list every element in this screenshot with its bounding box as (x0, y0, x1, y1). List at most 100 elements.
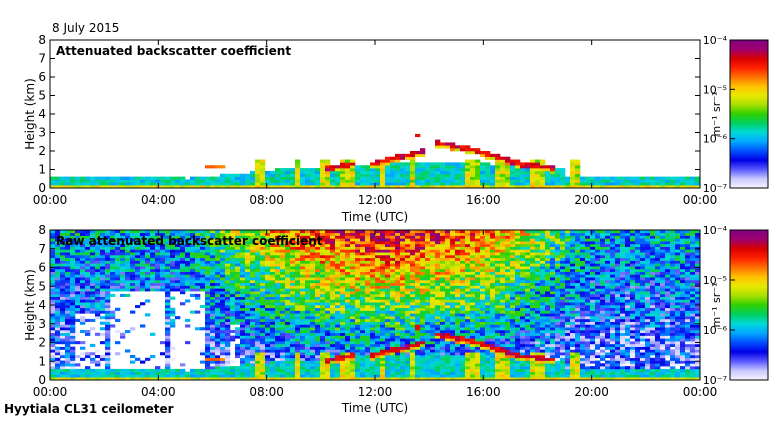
heatmap-cell (205, 308, 210, 311)
heatmap-cell (100, 358, 105, 361)
heatmap-cell (455, 319, 460, 322)
heatmap-cell (405, 294, 410, 297)
heatmap-cell (190, 255, 195, 258)
heatmap-cell (410, 291, 415, 294)
heatmap-cell (235, 333, 240, 336)
heatmap-cell (385, 324, 390, 327)
heatmap-cell (410, 252, 415, 255)
heatmap-cell (355, 261, 360, 264)
heatmap-cell (465, 288, 470, 291)
heatmap-cell (320, 341, 325, 344)
heatmap-cell (170, 372, 175, 375)
heatmap-cell (150, 258, 155, 261)
heatmap-cell (250, 336, 255, 339)
heatmap-cell (415, 174, 420, 177)
heatmap-cell (380, 258, 385, 261)
heatmap-cell (320, 363, 325, 366)
heatmap-cell (260, 297, 265, 300)
heatmap-cell (225, 361, 230, 364)
heatmap-cell (410, 165, 415, 168)
heatmap-cell (430, 299, 435, 302)
heatmap-cell (260, 261, 265, 264)
heatmap-cell (415, 341, 420, 344)
heatmap-cell (255, 294, 260, 297)
heatmap-cell (135, 274, 140, 277)
heatmap-cell (530, 177, 535, 180)
heatmap-cell (295, 338, 300, 341)
heatmap-cell (295, 294, 300, 297)
heatmap-cell (50, 366, 55, 369)
heatmap-cell (415, 294, 420, 297)
heatmap-cell (290, 324, 295, 327)
heatmap-cell (310, 349, 315, 352)
heatmap-cell (100, 291, 105, 294)
heatmap-cell (255, 286, 260, 289)
heatmap-cell (410, 177, 415, 180)
heatmap-cell (360, 174, 365, 177)
heatmap-cell (105, 338, 110, 341)
heatmap-cell (50, 244, 55, 247)
heatmap-cell (335, 174, 340, 177)
heatmap-cell (175, 258, 180, 261)
heatmap-cell (215, 336, 220, 339)
heatmap-cell (335, 286, 340, 289)
heatmap-cell (450, 165, 455, 168)
heatmap-cell (160, 182, 165, 185)
heatmap-cell (195, 288, 200, 291)
heatmap-cell (355, 341, 360, 344)
heatmap-cell (60, 277, 65, 280)
heatmap-cell (255, 341, 260, 344)
heatmap-cell (280, 177, 285, 180)
heatmap-cell (320, 327, 325, 330)
heatmap-cell (395, 162, 400, 165)
heatmap-cell (420, 174, 425, 177)
heatmap-cell (510, 168, 515, 171)
heatmap-cell (170, 255, 175, 258)
heatmap-cell (390, 160, 395, 163)
heatmap-cell (340, 308, 345, 311)
heatmap-cell (355, 336, 360, 339)
heatmap-cell (390, 177, 395, 180)
heatmap-cell (225, 302, 230, 305)
heatmap-cell (405, 358, 410, 361)
heatmap-cell (390, 252, 395, 255)
heatmap-cell (360, 247, 365, 250)
heatmap-cell (430, 311, 435, 314)
heatmap-cell (505, 162, 510, 165)
heatmap-cell (420, 324, 425, 327)
heatmap-cell (460, 294, 465, 297)
heatmap-cell (450, 313, 455, 316)
heatmap-cell (355, 283, 360, 286)
heatmap-cell (105, 366, 110, 369)
heatmap-cell (315, 322, 320, 325)
heatmap-cell (460, 145, 465, 148)
heatmap-cell (525, 182, 530, 185)
heatmap-cell (490, 171, 495, 174)
heatmap-cell (385, 355, 390, 358)
heatmap-cell (480, 154, 485, 157)
heatmap-cell (360, 358, 365, 361)
heatmap-cell (85, 261, 90, 264)
heatmap-cell (545, 182, 550, 185)
heatmap-cell (325, 327, 330, 330)
heatmap-cell (305, 266, 310, 269)
heatmap-cell (470, 363, 475, 366)
heatmap-cell (465, 258, 470, 261)
heatmap-cell (240, 341, 245, 344)
heatmap-cell (540, 182, 545, 185)
heatmap-cell (380, 283, 385, 286)
heatmap-cell (135, 358, 140, 361)
heatmap-cell (285, 177, 290, 180)
heatmap-cell (255, 355, 260, 358)
heatmap-cell (445, 341, 450, 344)
heatmap-cell (115, 308, 120, 311)
heatmap-cell (250, 374, 255, 377)
heatmap-cell (60, 311, 65, 314)
heatmap-cell (280, 349, 285, 352)
heatmap-cell (145, 269, 150, 272)
heatmap-cell (470, 330, 475, 333)
heatmap-cell (205, 266, 210, 269)
heatmap-cell (60, 182, 65, 185)
heatmap-cell (335, 361, 340, 364)
heatmap-cell (220, 308, 225, 311)
